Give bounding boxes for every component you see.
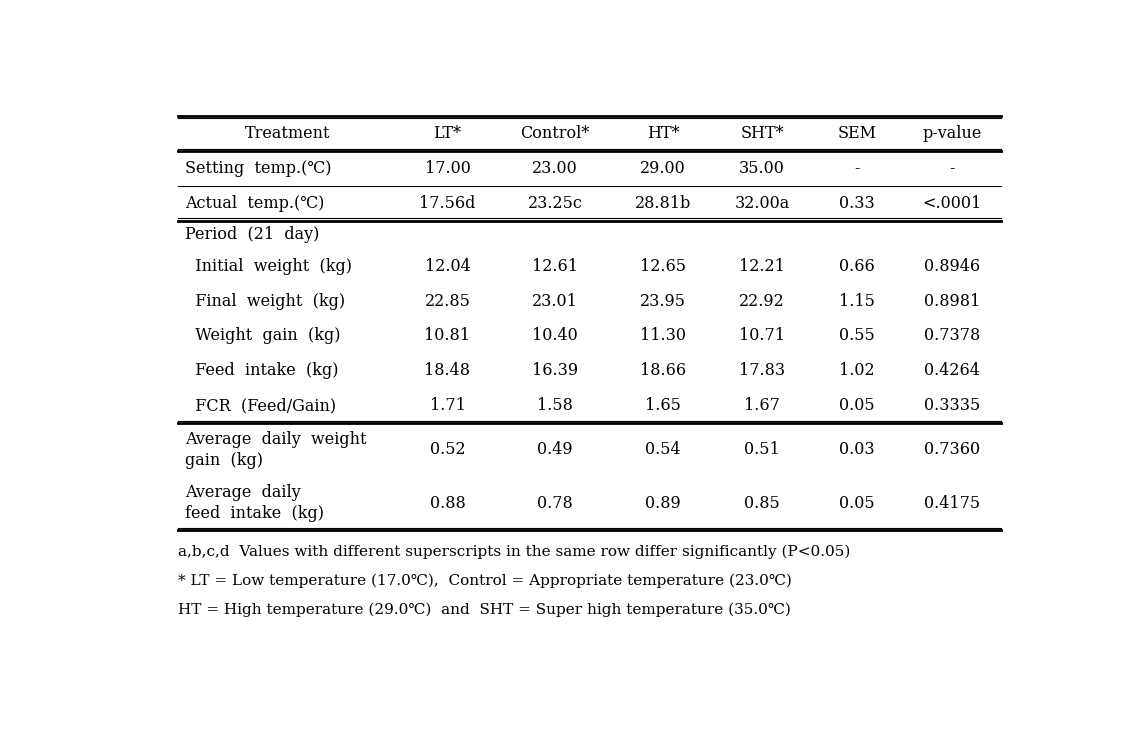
Text: 28.81b: 28.81b (635, 194, 691, 211)
Text: Average  daily  weight
gain  (kg): Average daily weight gain (kg) (185, 431, 367, 469)
Text: 0.4175: 0.4175 (924, 495, 980, 512)
Text: 10.81: 10.81 (425, 327, 471, 344)
Text: 23.00: 23.00 (532, 159, 578, 177)
Text: 29.00: 29.00 (640, 159, 686, 177)
Text: SEM: SEM (837, 125, 876, 142)
Text: FCR  (Feed/Gain): FCR (Feed/Gain) (185, 397, 337, 414)
Text: -: - (949, 159, 955, 177)
Text: 22.92: 22.92 (739, 292, 785, 309)
Text: 17.00: 17.00 (425, 159, 471, 177)
Text: a,b,c,d  Values with different superscripts in the same row differ significantly: a,b,c,d Values with different superscrip… (178, 544, 851, 558)
Text: Weight  gain  (kg): Weight gain (kg) (185, 327, 340, 344)
Text: Final  weight  (kg): Final weight (kg) (185, 292, 345, 309)
Text: 0.3335: 0.3335 (924, 397, 980, 414)
Text: 17.56d: 17.56d (419, 194, 476, 211)
Text: 0.8981: 0.8981 (924, 292, 980, 309)
Text: Treatment: Treatment (246, 125, 331, 142)
Text: 23.01: 23.01 (532, 292, 578, 309)
Text: 0.7378: 0.7378 (924, 327, 980, 344)
Text: 10.40: 10.40 (532, 327, 578, 344)
Text: 0.33: 0.33 (839, 194, 875, 211)
Text: 11.30: 11.30 (640, 327, 686, 344)
Text: 12.61: 12.61 (532, 257, 578, 275)
Text: 1.67: 1.67 (745, 397, 780, 414)
Text: Initial  weight  (kg): Initial weight (kg) (185, 257, 352, 275)
Text: 0.54: 0.54 (645, 442, 681, 458)
Text: p-value: p-value (922, 125, 981, 142)
Text: 0.05: 0.05 (839, 397, 875, 414)
Text: 1.58: 1.58 (537, 397, 573, 414)
Text: 32.00a: 32.00a (734, 194, 790, 211)
Text: HT*: HT* (646, 125, 679, 142)
Text: <.0001: <.0001 (922, 194, 981, 211)
Text: 0.78: 0.78 (538, 495, 573, 512)
Text: 0.88: 0.88 (429, 495, 465, 512)
Text: 0.51: 0.51 (745, 442, 780, 458)
Text: 0.89: 0.89 (645, 495, 681, 512)
Text: 22.85: 22.85 (425, 292, 471, 309)
Text: 0.52: 0.52 (429, 442, 465, 458)
Text: Period  (21  day): Period (21 day) (185, 226, 320, 243)
Text: Control*: Control* (521, 125, 590, 142)
Text: 0.4264: 0.4264 (924, 363, 980, 379)
Text: 18.66: 18.66 (640, 363, 686, 379)
Text: 12.21: 12.21 (739, 257, 785, 275)
Text: 0.8946: 0.8946 (924, 257, 980, 275)
Text: 0.55: 0.55 (839, 327, 875, 344)
Text: LT*: LT* (434, 125, 461, 142)
Text: 17.83: 17.83 (739, 363, 786, 379)
Text: Setting  temp.(℃): Setting temp.(℃) (185, 159, 331, 177)
Text: * LT = Low temperature (17.0℃),  Control = Appropriate temperature (23.0℃): * LT = Low temperature (17.0℃), Control … (178, 574, 793, 588)
Text: 16.39: 16.39 (532, 363, 578, 379)
Text: HT = High temperature (29.0℃)  and  SHT = Super high temperature (35.0℃): HT = High temperature (29.0℃) and SHT = … (178, 603, 791, 617)
Text: Actual  temp.(℃): Actual temp.(℃) (185, 194, 324, 211)
Text: 0.49: 0.49 (538, 442, 573, 458)
Text: 0.7360: 0.7360 (924, 442, 980, 458)
Text: 23.95: 23.95 (640, 292, 686, 309)
Text: SHT*: SHT* (740, 125, 783, 142)
Text: 10.71: 10.71 (739, 327, 785, 344)
Text: 12.65: 12.65 (640, 257, 686, 275)
Text: 0.05: 0.05 (839, 495, 875, 512)
Text: -: - (854, 159, 860, 177)
Text: 18.48: 18.48 (425, 363, 471, 379)
Text: 0.66: 0.66 (839, 257, 875, 275)
Text: Average  daily
feed  intake  (kg): Average daily feed intake (kg) (185, 485, 324, 523)
Text: Feed  intake  (kg): Feed intake (kg) (185, 363, 339, 379)
Text: 1.15: 1.15 (839, 292, 875, 309)
Text: 1.71: 1.71 (429, 397, 466, 414)
Text: 1.02: 1.02 (839, 363, 875, 379)
Text: 12.04: 12.04 (425, 257, 471, 275)
Text: 35.00: 35.00 (739, 159, 785, 177)
Text: 23.25c: 23.25c (528, 194, 582, 211)
Text: 1.65: 1.65 (645, 397, 681, 414)
Text: 0.03: 0.03 (839, 442, 875, 458)
Text: 0.85: 0.85 (745, 495, 780, 512)
